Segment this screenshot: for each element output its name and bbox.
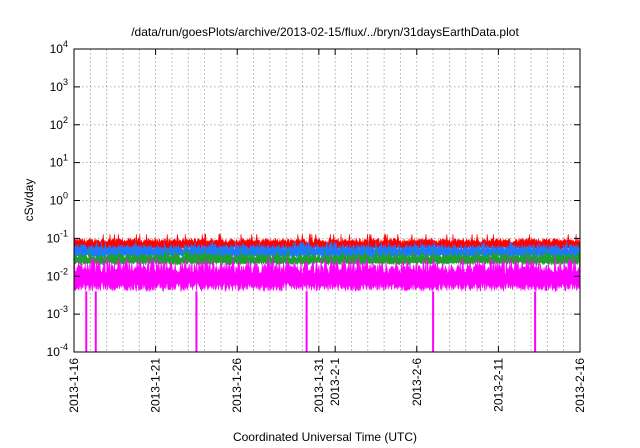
y-axis-ticks: 10-4 10-3 10-2 10-1 100 101 102 103 104: [47, 39, 580, 359]
x-tick-label: 2013-2-11: [491, 358, 505, 412]
y-axis-label: cSv/day: [22, 179, 36, 222]
x-tick-label: 2013-1-21: [149, 358, 163, 413]
y-tick-label: 10-1: [47, 228, 68, 245]
y-tick-label: 10-4: [47, 342, 68, 359]
y-tick-label: 103: [50, 77, 68, 94]
x-axis-ticks: 2013-1-16 2013-1-21 2013-1-26 2013-1-31 2013…: [67, 49, 587, 413]
y-tick-label: 101: [50, 153, 68, 170]
y-tick-label: 102: [50, 115, 68, 132]
x-tick-label: 2013-2-16: [573, 358, 587, 413]
y-tick-label: 104: [50, 39, 68, 56]
x-tick-label: 2013-1-26: [230, 358, 244, 413]
data-series-3: [73, 257, 581, 352]
x-tick-label: 2013-2-1: [328, 358, 342, 406]
y-tick-label: 100: [50, 191, 68, 208]
y-tick-label: 10-2: [47, 266, 68, 283]
chart-title: /data/run/goesPlots/archive/2013-02-15/f…: [131, 25, 519, 39]
series-layer: [73, 233, 581, 352]
grid: [74, 49, 580, 352]
y-tick-label: 10-3: [47, 304, 68, 321]
x-tick-label: 2013-1-16: [67, 358, 81, 413]
x-tick-label: 2013-1-31: [312, 358, 326, 413]
x-axis-label: Coordinated Universal Time (UTC): [233, 430, 417, 444]
x-tick-label: 2013-2-6: [410, 358, 424, 406]
